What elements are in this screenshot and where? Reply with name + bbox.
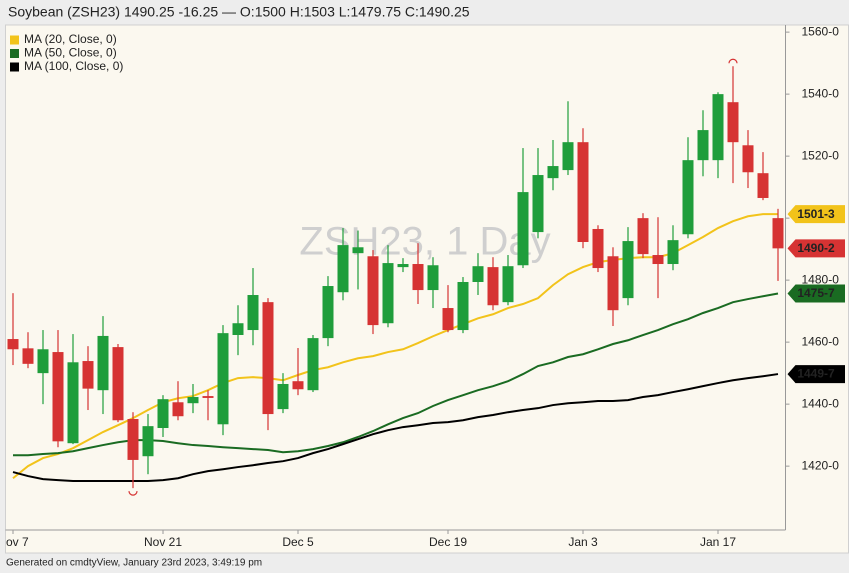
legend-swatch: [10, 49, 19, 58]
chart-background: [5, 24, 849, 554]
footer: Generated on cmdtyView, January 23rd 202…: [6, 558, 262, 569]
x-tick-label: Nov 21: [144, 535, 182, 549]
plot: [7, 66, 784, 489]
candle-body: [502, 266, 514, 303]
candle-body: [217, 333, 229, 425]
price-tag: [787, 365, 845, 384]
y-tick-label: 1480-0: [802, 272, 840, 286]
candle-body: [637, 218, 649, 255]
candle-body: [667, 240, 679, 265]
candle-body: [172, 402, 184, 417]
candle-body: [262, 302, 274, 415]
candle-body: [67, 362, 79, 444]
candle-body: [427, 265, 439, 291]
candle-body: [337, 245, 349, 293]
price-tag: [787, 284, 845, 303]
candle-body: [757, 173, 769, 198]
legend-swatch: [10, 35, 19, 45]
y-tick-label: 1540-0: [802, 86, 840, 100]
candle-body: [142, 426, 154, 457]
low-marker: [128, 491, 138, 496]
candle-body: [352, 247, 364, 254]
moving-average-line: [13, 292, 779, 457]
price-tag: [787, 205, 845, 224]
legend-label: MA (20, Close, 0): [24, 32, 117, 46]
candle-body: [562, 142, 574, 171]
candle-body: [412, 264, 424, 291]
candle-body: [307, 338, 319, 391]
y-tick-label: 1560-0: [802, 24, 840, 38]
legend-label: MA (100, Close, 0): [24, 59, 123, 73]
candle-body: [697, 130, 709, 161]
candle-body: [532, 175, 544, 233]
candle-body: [397, 264, 409, 268]
candle-body: [187, 397, 199, 404]
candle-body: [322, 286, 334, 339]
price-tag-label: 1490-2: [797, 241, 835, 255]
candle-body: [487, 267, 499, 306]
moving-average-line: [12, 373, 779, 483]
candle-body: [112, 347, 124, 421]
candle-body: [742, 145, 754, 173]
x-tick-label: Dec 19: [429, 535, 467, 549]
candle-body: [367, 256, 379, 326]
candle-body: [592, 228, 604, 269]
x-tick-label: Jan 17: [700, 535, 736, 549]
candle-body: [157, 399, 169, 429]
x-tick-label: Nov 7: [0, 535, 29, 549]
candle-body: [277, 383, 289, 410]
candle-body: [622, 241, 634, 299]
candle-body: [37, 349, 49, 374]
candle-body: [682, 160, 694, 235]
x-tick-label: Jan 3: [568, 535, 598, 549]
candle-body: [247, 295, 259, 331]
x-labels: Nov 7 Nov 21 Dec 5 Dec 19 Jan 3 Jan 17: [0, 535, 737, 549]
y-tick-label: 1520-0: [802, 148, 840, 162]
legend-label: MA (50, Close, 0): [24, 46, 117, 60]
candle-body: [727, 102, 739, 143]
candle-body: [652, 255, 664, 265]
y-tick-label: 1420-0: [802, 458, 840, 472]
candle-body: [232, 323, 244, 336]
candle-body: [577, 142, 589, 243]
candle-body: [127, 419, 139, 460]
candle-body: [712, 94, 724, 161]
candle-body: [772, 218, 784, 249]
price-tag-label: 1501-3: [797, 207, 835, 221]
price-tag-label: 1449-7: [797, 367, 835, 381]
candle-body: [547, 166, 559, 179]
candle-body: [22, 348, 34, 364]
y-tick-label: 1440-0: [802, 396, 840, 410]
legend-swatch: [10, 62, 19, 72]
price-tag-label: 1475-7: [797, 286, 835, 300]
candle-body: [292, 381, 304, 390]
watermark: ZSH23, 1 Day: [299, 220, 550, 264]
candle-body: [517, 192, 529, 266]
candle-body: [442, 308, 454, 331]
y-tick-label: 1460-0: [802, 334, 840, 348]
candle-body: [7, 339, 19, 350]
candle-body: [82, 361, 94, 389]
candle-body: [202, 396, 214, 398]
price-tag: [787, 239, 845, 258]
chart-title: Soybean (ZSH23) 1490.25 -16.25 — O:1500 …: [8, 4, 470, 20]
candle-body: [97, 335, 109, 391]
candle-body: [457, 281, 469, 331]
candle-body: [382, 263, 394, 324]
candle-body: [52, 352, 64, 442]
moving-average-line: [12, 213, 778, 480]
candle-body: [607, 256, 619, 311]
candle-body: [472, 266, 484, 282]
x-tick-label: Dec 5: [282, 535, 314, 549]
high-marker: [728, 58, 738, 64]
